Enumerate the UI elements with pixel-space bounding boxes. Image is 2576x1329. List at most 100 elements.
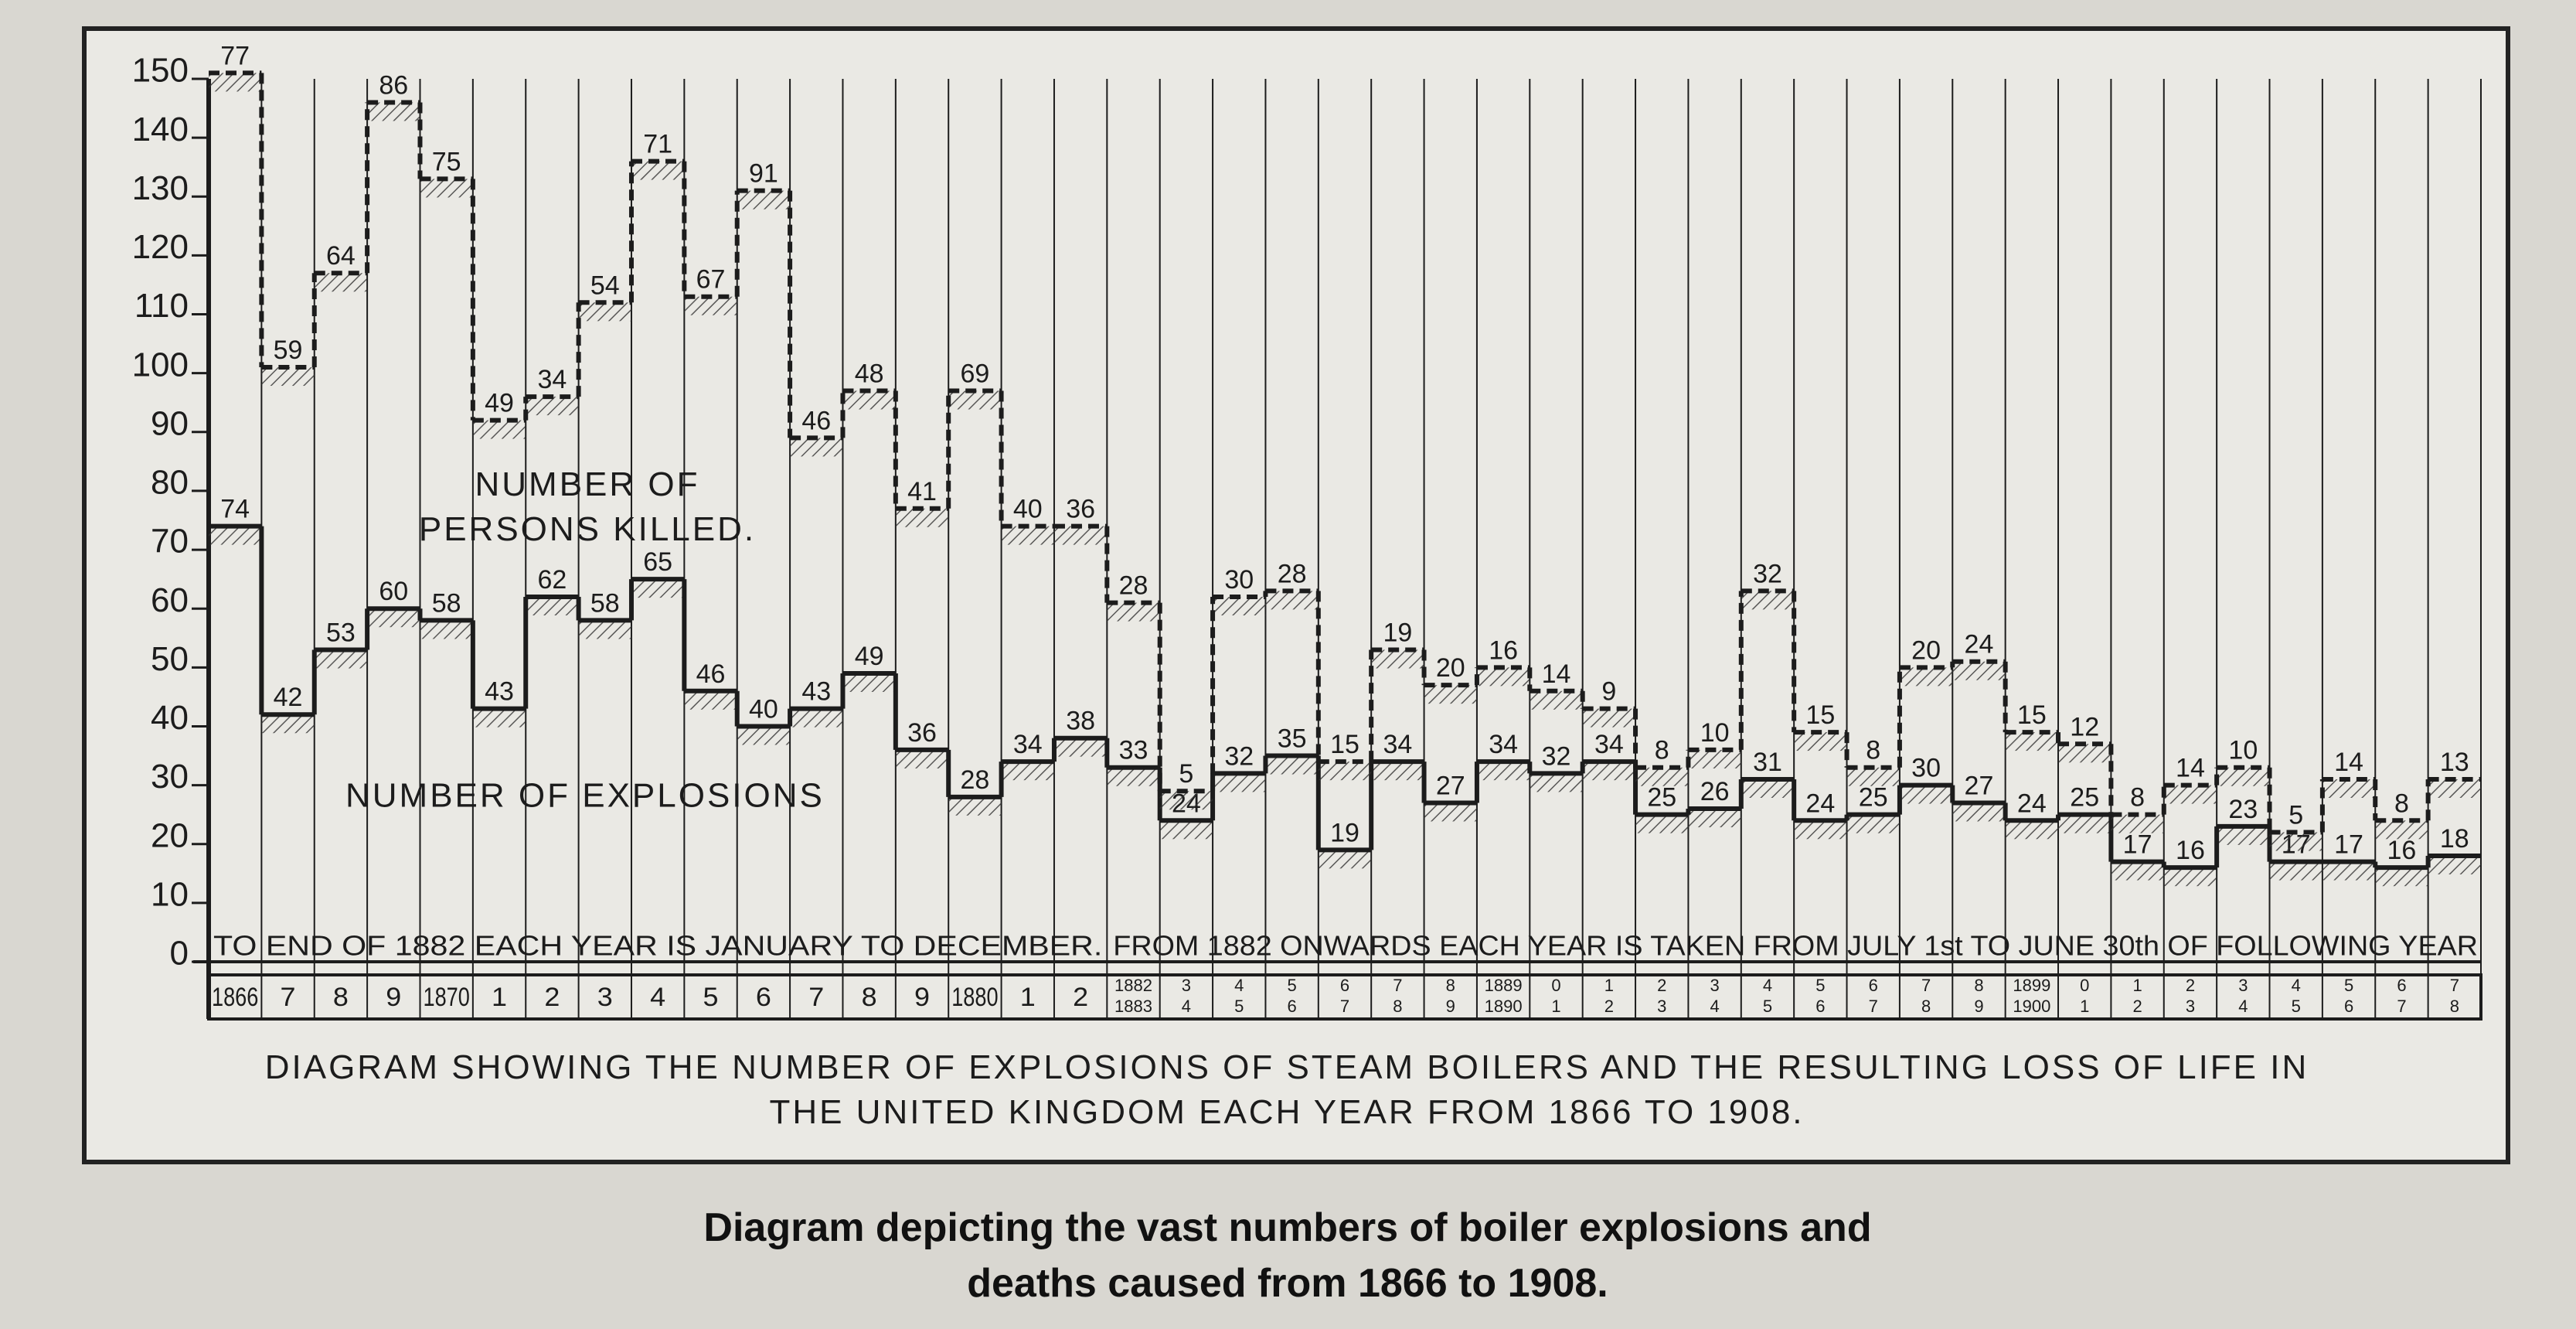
value-label: 24 <box>2017 789 2047 818</box>
x-tick-label-part: 4 <box>1182 997 1191 1016</box>
x-tick-label-part: 1883 <box>1114 997 1152 1016</box>
x-tick-label: 1882 1883 <box>1114 976 1152 1016</box>
hatch-band <box>1371 762 1424 781</box>
value-label: 38 <box>1066 707 1095 736</box>
hatch-band <box>1688 749 1741 768</box>
value-label: 71 <box>643 130 672 159</box>
x-tick-label: 2 <box>544 983 560 1012</box>
hatch-band <box>2428 779 2481 798</box>
value-label: 28 <box>960 765 989 795</box>
y-tick-label: 50 <box>151 640 189 678</box>
x-tick-label: 1889 1890 <box>1485 976 1523 1016</box>
hatch-band <box>2217 826 2270 845</box>
value-label: 27 <box>1965 771 1994 800</box>
value-label: 46 <box>801 406 831 435</box>
x-tick-label: 1 <box>1020 983 1036 1012</box>
value-label: 36 <box>907 718 937 748</box>
hatch-band <box>1635 814 1689 833</box>
hatch-band <box>1001 762 1054 781</box>
x-tick-label-part: 6 <box>2397 976 2406 995</box>
value-label: 15 <box>2017 700 2047 730</box>
hatch-band <box>631 579 685 598</box>
hatch-band <box>209 526 262 545</box>
x-tick-label-part: 7 <box>1869 997 1878 1016</box>
x-tick-label: 9 <box>386 983 401 1012</box>
hatch-band <box>1582 762 1636 781</box>
x-tick-label-part: 5 <box>2344 976 2353 995</box>
y-tick-label: 130 <box>132 169 189 207</box>
value-label: 16 <box>2176 836 2205 865</box>
x-tick-label-part: 7 <box>1921 976 1931 995</box>
x-tick-label-part: 1900 <box>2013 997 2050 1016</box>
hatch-band <box>1424 685 1477 704</box>
value-label: 5 <box>1179 759 1193 789</box>
x-tick-label: 1866 <box>212 983 258 1012</box>
hatch-band <box>1741 779 1795 798</box>
hatch-band <box>209 73 262 92</box>
value-label: 15 <box>1330 730 1359 759</box>
value-label: 20 <box>1911 636 1941 665</box>
hatch-band <box>948 390 1002 410</box>
y-tick-label: 70 <box>151 523 189 561</box>
value-label: 34 <box>1013 730 1043 759</box>
value-label: 34 <box>1489 730 1518 759</box>
x-tick-label-part: 2 <box>2132 997 2142 1016</box>
x-tick-label-part: 2 <box>2186 976 2195 995</box>
value-label: 10 <box>2228 736 2258 765</box>
hatch-band <box>367 102 420 121</box>
hatch-band <box>1794 820 1847 840</box>
x-tick-label-part: 6 <box>1288 997 1297 1016</box>
value-label: 86 <box>379 70 408 100</box>
series-label: NUMBER OF EXPLOSIONS <box>345 777 825 815</box>
hatch-band <box>948 796 1002 816</box>
hatch-band <box>1213 596 1266 615</box>
x-tick-label-part: 8 <box>1921 997 1931 1016</box>
hatch-band <box>1159 791 1213 810</box>
hatch-band <box>1159 820 1213 840</box>
value-label: 62 <box>538 565 567 595</box>
value-label: 53 <box>326 618 356 647</box>
hatch-band <box>842 673 896 692</box>
x-tick-label-part: 9 <box>1974 997 1983 1016</box>
value-label: 8 <box>1866 736 1880 765</box>
value-label: 36 <box>1066 495 1095 524</box>
hatch-band <box>2375 820 2428 840</box>
hatch-band <box>1530 690 1583 710</box>
y-tick-label: 10 <box>151 875 189 913</box>
value-label: 74 <box>220 495 250 524</box>
x-tick-label-part: 6 <box>1815 997 1825 1016</box>
note: FROM 1882 ONWARDS EACH YEAR IS TAKEN FRO… <box>1113 930 2478 962</box>
y-tick-label: 0 <box>170 935 189 973</box>
x-tick-label-part: 1 <box>1604 976 1614 995</box>
series-label: NUMBER OF PERSONS KILLED. <box>418 465 757 548</box>
hatch-band <box>1952 661 2006 680</box>
value-label: 8 <box>2130 783 2145 813</box>
x-tick-label-part: 4 <box>2292 976 2301 995</box>
value-label: 42 <box>274 683 303 712</box>
x-tick-label-part: 1 <box>1551 997 1560 1016</box>
y-tick-label: 140 <box>132 111 189 148</box>
value-label: 14 <box>1542 659 1571 689</box>
x-tick-label-part: 8 <box>1446 976 1455 995</box>
value-label: 60 <box>379 577 408 606</box>
x-tick-label-part: 5 <box>1234 997 1244 1016</box>
hatch-band <box>2322 861 2376 881</box>
y-tick-label: 120 <box>132 228 189 266</box>
x-tick-label-part: 4 <box>1710 997 1719 1016</box>
value-label: 13 <box>2440 748 2469 777</box>
hatch-band <box>1265 591 1319 610</box>
value-label: 40 <box>749 694 778 724</box>
y-tick-label: 100 <box>132 346 189 383</box>
x-tick-label-part: 4 <box>1763 976 1772 995</box>
